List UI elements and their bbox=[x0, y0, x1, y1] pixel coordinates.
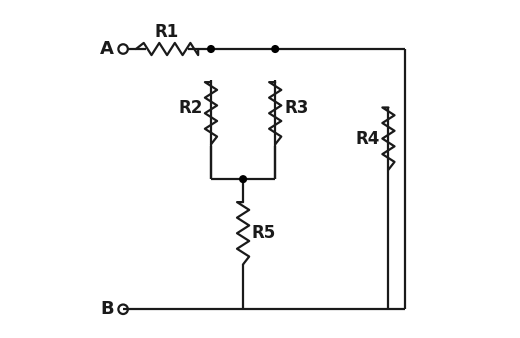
Text: B: B bbox=[100, 300, 114, 318]
Text: A: A bbox=[100, 40, 114, 58]
Text: R2: R2 bbox=[178, 99, 203, 117]
Text: R4: R4 bbox=[356, 129, 380, 148]
Circle shape bbox=[239, 175, 247, 183]
Circle shape bbox=[271, 45, 279, 53]
Text: R1: R1 bbox=[155, 23, 179, 41]
Text: R5: R5 bbox=[251, 224, 276, 242]
Circle shape bbox=[207, 45, 215, 53]
Text: R3: R3 bbox=[285, 99, 309, 117]
